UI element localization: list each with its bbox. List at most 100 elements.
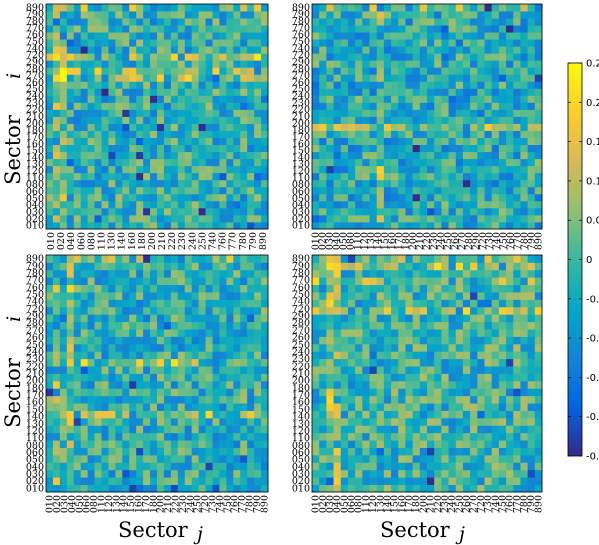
- heatmap-cell: [470, 306, 478, 315]
- heatmap-cell: [412, 221, 421, 230]
- heatmap-cell: [240, 46, 248, 54]
- heatmap-cell: [448, 269, 457, 278]
- heatmap-cell: [184, 388, 193, 397]
- heatmap-cell: [434, 395, 442, 404]
- heatmap-cell: [391, 477, 399, 485]
- heatmap-cell: [391, 454, 399, 463]
- x-tick-label: 020: [56, 232, 67, 250]
- heatmap-cell: [455, 432, 464, 441]
- heatmap-cell: [247, 321, 255, 330]
- heatmap-cell: [491, 200, 500, 209]
- heatmap-cell: [513, 179, 521, 188]
- heatmap-cell: [340, 351, 349, 360]
- heatmap-cell: [391, 74, 399, 82]
- x-tick-label: 030: [60, 495, 71, 513]
- heatmap-cell: [170, 255, 179, 263]
- heatmap-cell: [448, 321, 457, 330]
- heatmap-cell: [129, 292, 137, 300]
- heatmap-cell: [506, 207, 514, 216]
- heatmap-cell: [312, 410, 320, 419]
- heatmap-cell: [355, 366, 363, 374]
- heatmap-cell: [212, 130, 220, 138]
- heatmap-cell: [312, 214, 320, 223]
- heatmap-cell: [326, 343, 334, 352]
- heatmap-cell: [150, 4, 158, 12]
- heatmap-cell: [326, 454, 334, 463]
- heatmap-cell: [506, 484, 514, 493]
- heatmap-cell: [212, 186, 220, 195]
- x-tick-label: 160: [397, 495, 408, 513]
- heatmap-cell: [498, 358, 507, 367]
- heatmap-cell: [427, 336, 435, 345]
- heatmap-cell: [412, 477, 421, 485]
- heatmap-cell: [498, 39, 507, 47]
- heatmap-cell: [455, 395, 464, 404]
- heatmap-cell: [115, 186, 123, 195]
- heatmap-cell: [484, 53, 493, 61]
- heatmap-cell: [405, 158, 414, 167]
- heatmap-cell: [108, 255, 116, 263]
- heatmap-cell: [233, 336, 241, 345]
- heatmap-cell: [205, 477, 213, 485]
- heatmap-cell: [233, 343, 241, 352]
- heatmap-cell: [240, 186, 248, 195]
- heatmap-cell: [319, 299, 327, 308]
- heatmap-cell: [477, 221, 485, 230]
- heatmap-cell: [101, 395, 109, 404]
- heatmap-cell: [333, 403, 342, 411]
- heatmap-cell: [506, 123, 514, 131]
- heatmap-cell: [66, 299, 75, 308]
- heatmap-cell: [101, 262, 109, 271]
- heatmap-cell: [247, 179, 255, 188]
- heatmap-cell: [520, 373, 529, 382]
- heatmap-cell: [254, 123, 262, 131]
- heatmap-cell: [362, 81, 370, 89]
- heatmap-cell: [369, 321, 378, 330]
- heatmap-cell: [177, 60, 186, 68]
- heatmap-cell: [122, 469, 130, 478]
- heatmap-cell: [491, 373, 500, 382]
- heatmap-cell: [219, 410, 227, 419]
- heatmap-cell: [261, 314, 269, 323]
- heatmap-cell: [66, 214, 75, 223]
- heatmap-cell: [226, 321, 234, 330]
- y-axis-variable: i: [3, 73, 25, 79]
- heatmap-cell: [427, 440, 435, 448]
- heatmap-cell: [498, 425, 507, 434]
- heatmap-cell: [484, 165, 493, 174]
- heatmap-cell: [491, 358, 500, 367]
- heatmap-cell: [198, 477, 206, 485]
- heatmap-cell: [198, 262, 206, 271]
- heatmap-cell: [226, 214, 234, 223]
- heatmap-cell: [46, 462, 54, 471]
- heatmap-cell: [391, 255, 399, 263]
- heatmap-cell: [412, 81, 421, 89]
- heatmap-cell: [87, 314, 95, 323]
- heatmap-cell: [527, 18, 536, 26]
- heatmap-cell: [177, 151, 186, 160]
- heatmap-cell: [80, 46, 89, 54]
- heatmap-cell: [527, 151, 536, 160]
- heatmap-cell: [419, 137, 428, 146]
- heatmap-cell: [205, 144, 213, 153]
- heatmap-cell: [150, 46, 158, 54]
- y-tick-label: 040: [26, 462, 44, 473]
- heatmap-cell: [376, 306, 385, 315]
- heatmap-cell: [108, 74, 116, 82]
- heatmap-cell: [233, 454, 241, 463]
- heatmap-cell: [122, 484, 130, 493]
- heatmap-cell: [184, 255, 193, 263]
- heatmap-cell: [462, 53, 471, 61]
- heatmap-cell: [170, 388, 179, 397]
- heatmap-cell: [312, 179, 320, 188]
- heatmap-cell: [233, 221, 241, 230]
- heatmap-cell: [226, 200, 234, 209]
- heatmap-cell: [87, 292, 95, 300]
- heatmap-cell: [319, 343, 327, 352]
- heatmap-cell: [87, 123, 95, 131]
- heatmap-cell: [177, 454, 186, 463]
- heatmap-cell: [376, 477, 385, 485]
- heatmap-cell: [527, 67, 536, 75]
- heatmap-cell: [498, 151, 507, 160]
- heatmap-cell: [247, 440, 255, 448]
